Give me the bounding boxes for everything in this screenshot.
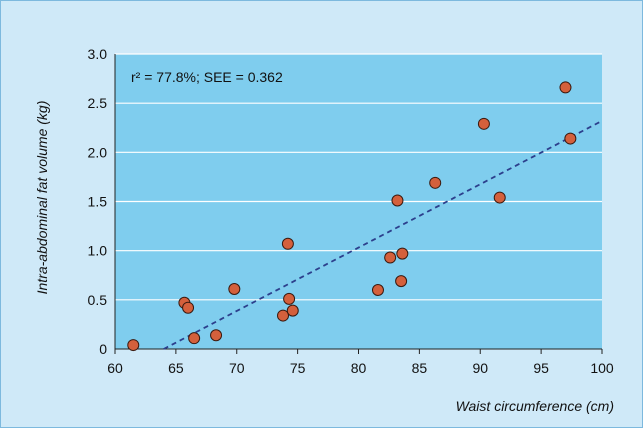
y-tick-label: 2.5 [88,95,108,111]
y-tick-label: 1.5 [88,194,108,210]
data-point [182,301,195,314]
data-point [429,176,442,189]
y-tick-label: 3.0 [88,46,108,62]
data-point [210,329,223,342]
data-point [396,247,409,260]
data-point [283,292,296,305]
data-point [277,309,290,322]
x-tick-label: 65 [168,360,184,376]
trendline [163,120,603,350]
data-point [371,284,384,296]
data-point [564,132,577,145]
data-point [391,194,404,207]
y-tick-label: 1.0 [88,243,108,259]
y-tick-label: 0 [99,341,107,357]
axes [114,54,603,354]
data-point [395,275,408,288]
x-tick-label: 70 [229,360,245,376]
x-tick-label: 60 [107,360,123,376]
x-tick-label: 75 [290,360,306,376]
data-point [286,304,299,317]
data-point [228,283,241,296]
data-point [281,237,294,250]
y-tick-labels: 0 0.5 1.0 1.5 2.0 2.5 3.0 [88,46,108,357]
y-axis-title: Intra-abdominal fat volume (kg) [34,101,50,295]
data-point [493,191,506,204]
x-tick-label: 100 [590,360,614,376]
x-tick-labels: 60 65 70 75 80 85 90 95 100 [107,360,614,376]
gridlines [115,53,602,301]
x-tick-label: 95 [533,360,549,376]
data-points [127,81,577,352]
data-point [188,332,201,345]
x-tick-label: 80 [351,360,367,376]
data-point [477,117,490,130]
data-point [384,251,397,264]
y-tick-label: 0.5 [88,292,108,308]
x-axis-title: Waist circumference (cm) [456,398,614,414]
x-tick-label: 90 [472,360,488,376]
data-point [127,339,140,352]
data-point [559,81,572,94]
x-tick-label: 85 [412,360,428,376]
annotation-text: r² = 77.8%; SEE = 0.362 [131,69,283,85]
y-tick-label: 2.0 [88,144,108,160]
